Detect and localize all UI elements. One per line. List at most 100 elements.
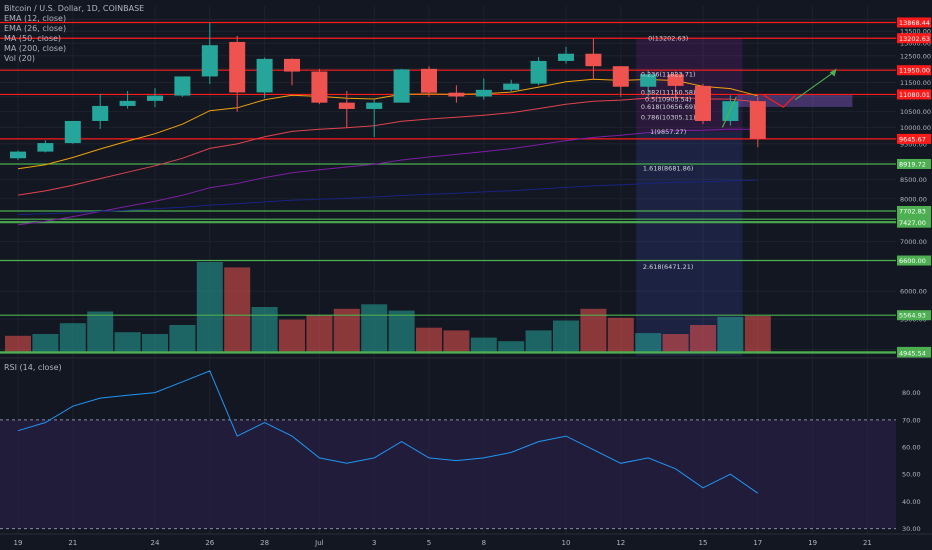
volume-bar xyxy=(306,315,333,352)
volume-bar xyxy=(169,325,196,352)
candle-body xyxy=(10,151,26,159)
candle-body xyxy=(421,68,437,93)
volume-legend: Vol (20) xyxy=(4,54,35,63)
volume-bar xyxy=(87,311,114,352)
x-tick-label: 3 xyxy=(372,539,376,547)
price-tick-label: 13500.00 xyxy=(900,28,931,36)
projection-up-short xyxy=(721,96,737,128)
volume-bar xyxy=(553,320,579,352)
ma200-line xyxy=(17,179,758,216)
ema12-legend: EMA (12, close) xyxy=(4,14,67,23)
x-tick-label: 12 xyxy=(616,539,625,547)
price-axis-bg xyxy=(896,0,932,534)
volume-bar xyxy=(662,334,689,352)
level-badge-label: 7702.83 xyxy=(899,207,926,215)
volume-bar xyxy=(690,325,716,352)
candle-body xyxy=(366,102,383,109)
level-badge-label: 11080.01 xyxy=(899,91,930,99)
target-box xyxy=(737,94,853,107)
candle-body xyxy=(284,58,300,72)
volume-bar xyxy=(580,308,607,352)
volume-bar xyxy=(744,316,771,352)
rsi-title: RSI (14, close) xyxy=(4,363,62,372)
candle-body xyxy=(640,74,657,87)
candle-body xyxy=(530,60,547,84)
level-badge xyxy=(897,205,931,216)
price-tick-label: 9500.00 xyxy=(900,140,927,148)
level-badge-label: 13202.63 xyxy=(899,35,930,43)
x-tick-label: 24 xyxy=(151,539,160,547)
candle-body xyxy=(667,74,684,86)
volume-bar xyxy=(5,335,31,352)
projection-up-long xyxy=(794,71,835,101)
volume-bar xyxy=(717,316,744,352)
level-badge xyxy=(897,33,931,44)
price-tick-label: 11500.00 xyxy=(900,79,931,87)
volume-bar xyxy=(607,317,634,352)
volume-bar xyxy=(498,341,525,352)
x-tick-label: 5 xyxy=(427,539,431,547)
price-tick-label: 8500.00 xyxy=(900,176,927,184)
fib-label: 0.5(10903.54) xyxy=(645,96,691,104)
symbol-title: Bitcoin / U.S. Dollar, 1D, COINBASE xyxy=(4,4,145,13)
volume-bar xyxy=(333,308,360,352)
rsi-tick-label: 40.00 xyxy=(902,498,921,506)
rsi-line xyxy=(17,370,759,494)
candle-body xyxy=(174,76,191,96)
volume-bar xyxy=(388,310,415,352)
level-badge xyxy=(897,348,931,359)
rsi-tick-label: 30.00 xyxy=(902,525,921,533)
volume-bar xyxy=(416,327,442,352)
candle-body xyxy=(338,102,355,109)
price-tick-label: 12500.00 xyxy=(900,52,931,60)
level-badge xyxy=(897,17,931,28)
chart-legend: Bitcoin / U.S. Dollar, 1D, COINBASE EMA … xyxy=(4,4,144,64)
x-tick-label: Jul xyxy=(314,539,324,547)
ma200-legend: MA (200, close) xyxy=(4,44,67,53)
candle-body xyxy=(119,100,136,106)
volume-bar xyxy=(59,323,86,352)
price-tick-label: 6000.00 xyxy=(900,288,927,296)
ma50-line xyxy=(17,128,758,226)
candle-body xyxy=(37,143,54,152)
rsi-tick-label: 50.00 xyxy=(902,471,921,479)
rsi-tick-label: 60.00 xyxy=(902,444,921,452)
x-tick-label: 28 xyxy=(260,539,269,547)
fib-label: 1.618(8681.86) xyxy=(643,164,694,172)
candle-body xyxy=(64,120,81,144)
x-tick-label: 26 xyxy=(205,539,214,547)
rsi-band xyxy=(0,419,896,529)
candle-body xyxy=(311,71,328,103)
candle-body xyxy=(695,85,711,121)
volume-bar xyxy=(635,333,662,352)
price-tick-label: 10500.00 xyxy=(900,108,931,116)
candle-body xyxy=(585,53,602,67)
level-badge-label: 4945.54 xyxy=(899,350,926,358)
level-badge-label: 9645.67 xyxy=(899,135,926,143)
level-badge-label: 6600.00 xyxy=(899,257,926,265)
candle-body xyxy=(503,83,520,90)
fib-label: 0.618(10656.69) xyxy=(641,103,696,111)
level-badge xyxy=(897,158,931,169)
price-tick-label: 8000.00 xyxy=(900,195,927,203)
candle-body xyxy=(256,58,273,93)
volume-bar xyxy=(525,330,552,352)
arrow-head-icon xyxy=(829,68,837,77)
volume-bar xyxy=(32,334,59,352)
level-badge-label: 7427.00 xyxy=(899,219,926,227)
fib-label: 0.382(11150.58) xyxy=(641,88,696,96)
rsi-tick-label: 80.00 xyxy=(902,389,921,397)
ema26-line xyxy=(17,96,758,196)
x-tick-label: 19 xyxy=(808,539,817,547)
price-tick-label: 13000.00 xyxy=(900,40,931,48)
level-badge xyxy=(897,89,931,100)
ema12-line xyxy=(17,78,758,170)
ema26-legend: EMA (26, close) xyxy=(4,24,67,33)
fib-label: 1(9857.27) xyxy=(650,128,686,136)
volume-bar xyxy=(361,304,388,352)
volume-bar xyxy=(114,332,141,352)
candle-body xyxy=(229,41,246,93)
fib-label: 2.618(6471.21) xyxy=(643,263,694,271)
volume-bar xyxy=(279,319,305,352)
